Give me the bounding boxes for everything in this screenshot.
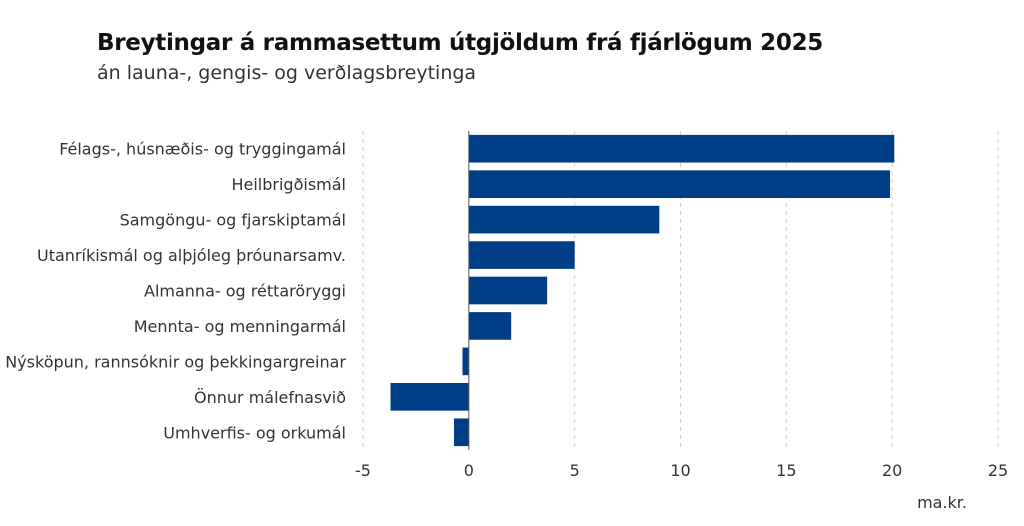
category-label: Almanna- og réttaröryggi <box>144 282 346 301</box>
bar <box>468 241 575 269</box>
bar <box>468 170 891 198</box>
category-label: Heilbrigðismál <box>231 175 346 194</box>
bar <box>468 205 660 234</box>
category-label: Félags-, húsnæðis- og tryggingamál <box>59 140 346 159</box>
category-label: Utanríkismál og alþjóleg þróunarsamv. <box>37 246 346 265</box>
category-label: Umhverfis- og orkumál <box>163 423 346 442</box>
x-tick-labels: -5 0 5 10 15 20 25 <box>355 461 1008 480</box>
x-axis-unit-label: ma.kr. <box>917 493 967 512</box>
x-tick-label: -5 <box>355 461 371 480</box>
bar <box>468 276 548 305</box>
bar <box>462 347 469 376</box>
x-tick-label: 10 <box>670 461 690 480</box>
bar <box>454 418 469 447</box>
gridlines <box>362 131 999 450</box>
bars <box>390 134 895 447</box>
x-tick-label: 5 <box>570 461 580 480</box>
chart-title: Breytingar á rammasettum útgjöldum frá f… <box>97 30 823 56</box>
category-labels: Félags-, húsnæðis- og tryggingamál Heilbr… <box>5 140 346 443</box>
category-label: Nýsköpun, rannsóknir og þekkingargreinar <box>5 352 346 371</box>
category-label: Önnur málefnasvið <box>194 388 346 407</box>
bar <box>468 134 895 163</box>
x-tick-label: 0 <box>464 461 474 480</box>
bar <box>390 383 469 411</box>
x-tick-label: 20 <box>882 461 902 480</box>
bar <box>468 312 512 340</box>
category-label: Mennta- og menningarmál <box>134 317 346 336</box>
x-tick-label: 25 <box>988 461 1008 480</box>
category-label: Samgöngu- og fjarskiptamál <box>120 211 346 230</box>
x-tick-label: 15 <box>776 461 796 480</box>
chart-subtitle: án launa-, gengis- og verðlagsbreytinga <box>97 62 477 84</box>
